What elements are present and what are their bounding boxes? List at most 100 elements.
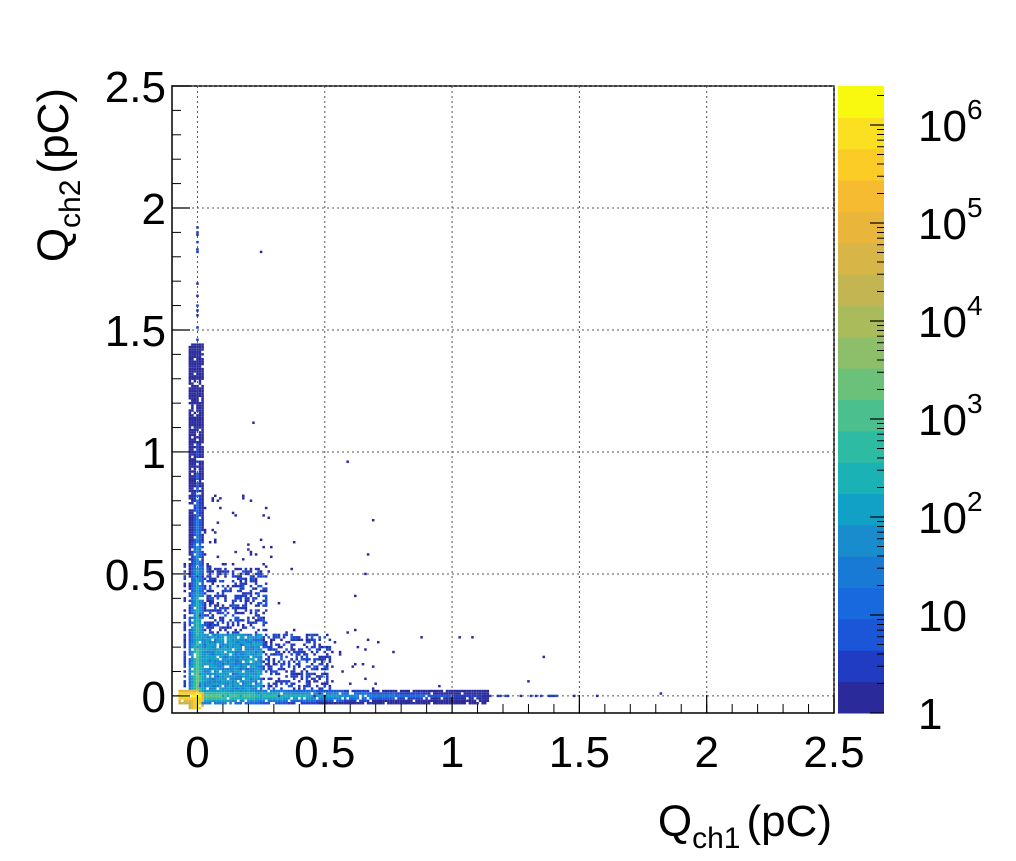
heatmap-cell: [193, 421, 197, 424]
heatmap-cell: [231, 655, 235, 659]
heatmap-cell: [407, 689, 411, 693]
heatmap-cell: [267, 699, 271, 703]
heatmap-cell: [196, 365, 199, 368]
heatmap-cell: [201, 636, 204, 639]
heatmap-cell: [254, 641, 258, 644]
heatmap-cell: [208, 694, 212, 698]
heatmap-cell: [308, 658, 311, 661]
heatmap-cell: [201, 672, 204, 676]
heatmap-cell: [259, 665, 263, 668]
heatmap-cell: [203, 653, 207, 656]
heatmap-cell: [191, 394, 194, 398]
heatmap-cell: [196, 314, 199, 317]
heatmap-cell: [198, 523, 202, 527]
heatmap-cell: [320, 692, 324, 695]
heatmap-cell: [252, 697, 255, 700]
heatmap-cell: [244, 687, 248, 690]
heatmap-cell: [272, 699, 276, 703]
heatmap-cell: [193, 384, 197, 388]
heatmap-cell: [242, 699, 245, 703]
heatmap-cell: [208, 565, 212, 568]
heatmap-cell: [188, 658, 192, 661]
heatmap-cell: [201, 550, 204, 554]
heatmap-cell: [252, 626, 255, 629]
heatmap-cell: [203, 628, 207, 632]
heatmap-cell: [272, 658, 276, 661]
heatmap-cell: [320, 697, 324, 700]
heatmap-cell: [471, 699, 474, 703]
heatmap-cell: [471, 694, 474, 698]
heatmap-cell: [445, 702, 449, 705]
heatmap-cell: [191, 438, 194, 441]
heatmap-cell: [193, 648, 197, 651]
heatmap-cell: [305, 658, 309, 661]
heatmap-cell: [259, 250, 263, 254]
heatmap-cell: [226, 675, 230, 678]
heatmap-cell: [201, 584, 204, 588]
heatmap-cell: [236, 670, 240, 673]
heatmap-cell: [188, 687, 192, 690]
heatmap-cell: [331, 689, 334, 693]
heatmap-cell: [211, 609, 215, 612]
heatmap-cell: [191, 433, 194, 437]
heatmap-cell: [402, 699, 405, 703]
heatmap-cell: [221, 689, 225, 693]
heatmap-cell: [292, 687, 296, 690]
heatmap-cell: [211, 599, 215, 603]
heatmap-cell: [196, 506, 199, 510]
heatmap-cell: [257, 641, 260, 644]
heatmap-cell: [323, 636, 327, 639]
heatmap-cell: [198, 404, 202, 407]
y-tick-label: 2.5: [105, 63, 166, 112]
heatmap-cell: [326, 663, 329, 666]
heatmap-cell: [415, 692, 418, 695]
heatmap-cell: [247, 653, 250, 656]
heatmap-cell: [236, 697, 240, 700]
heatmap-cell: [377, 692, 380, 695]
heatmap-cell: [214, 531, 217, 534]
heatmap-cell: [201, 509, 204, 512]
heatmap-cell: [519, 694, 523, 698]
heatmap-cell: [259, 684, 263, 688]
heatmap-cell: [196, 545, 199, 549]
heatmap-cell: [198, 567, 202, 571]
heatmap-cell: [295, 655, 299, 659]
heatmap-cell: [196, 655, 199, 659]
colorbar-segment: [838, 86, 884, 118]
heatmap-cell: [438, 694, 441, 698]
heatmap-cell: [252, 641, 255, 644]
heatmap-cell: [186, 699, 189, 703]
heatmap-cell: [259, 692, 263, 695]
heatmap-cell: [191, 419, 194, 422]
heatmap-cell: [224, 606, 227, 610]
heatmap-cell: [196, 362, 199, 366]
heatmap-cell: [384, 694, 388, 698]
heatmap-cell: [247, 641, 250, 644]
heatmap-cell: [308, 684, 311, 688]
heatmap-cell: [308, 672, 311, 676]
heatmap-cell: [410, 692, 413, 695]
heatmap-cell: [188, 365, 192, 368]
heatmap-cell: [193, 367, 197, 371]
heatmap-cell: [208, 675, 212, 678]
heatmap-cell: [193, 675, 197, 678]
heatmap-cell: [203, 699, 207, 703]
heatmap-cell: [242, 624, 245, 627]
heatmap-cell: [196, 514, 199, 517]
heatmap-cell: [333, 692, 337, 695]
heatmap-cell: [193, 592, 197, 595]
heatmap-cell: [320, 672, 324, 676]
heatmap-cell: [201, 419, 204, 422]
heatmap-cell: [221, 563, 225, 566]
heatmap-cell: [272, 694, 276, 698]
heatmap-cell: [201, 401, 204, 405]
heatmap-cell: [247, 543, 250, 546]
heatmap-cell: [346, 702, 349, 705]
heatmap-cell: [310, 672, 314, 676]
heatmap-cell: [219, 645, 222, 649]
heatmap-cell: [198, 350, 202, 354]
heatmap-cell: [387, 699, 390, 703]
heatmap-cell: [259, 672, 263, 676]
heatmap-cell: [242, 653, 245, 656]
heatmap-cell: [221, 658, 225, 661]
